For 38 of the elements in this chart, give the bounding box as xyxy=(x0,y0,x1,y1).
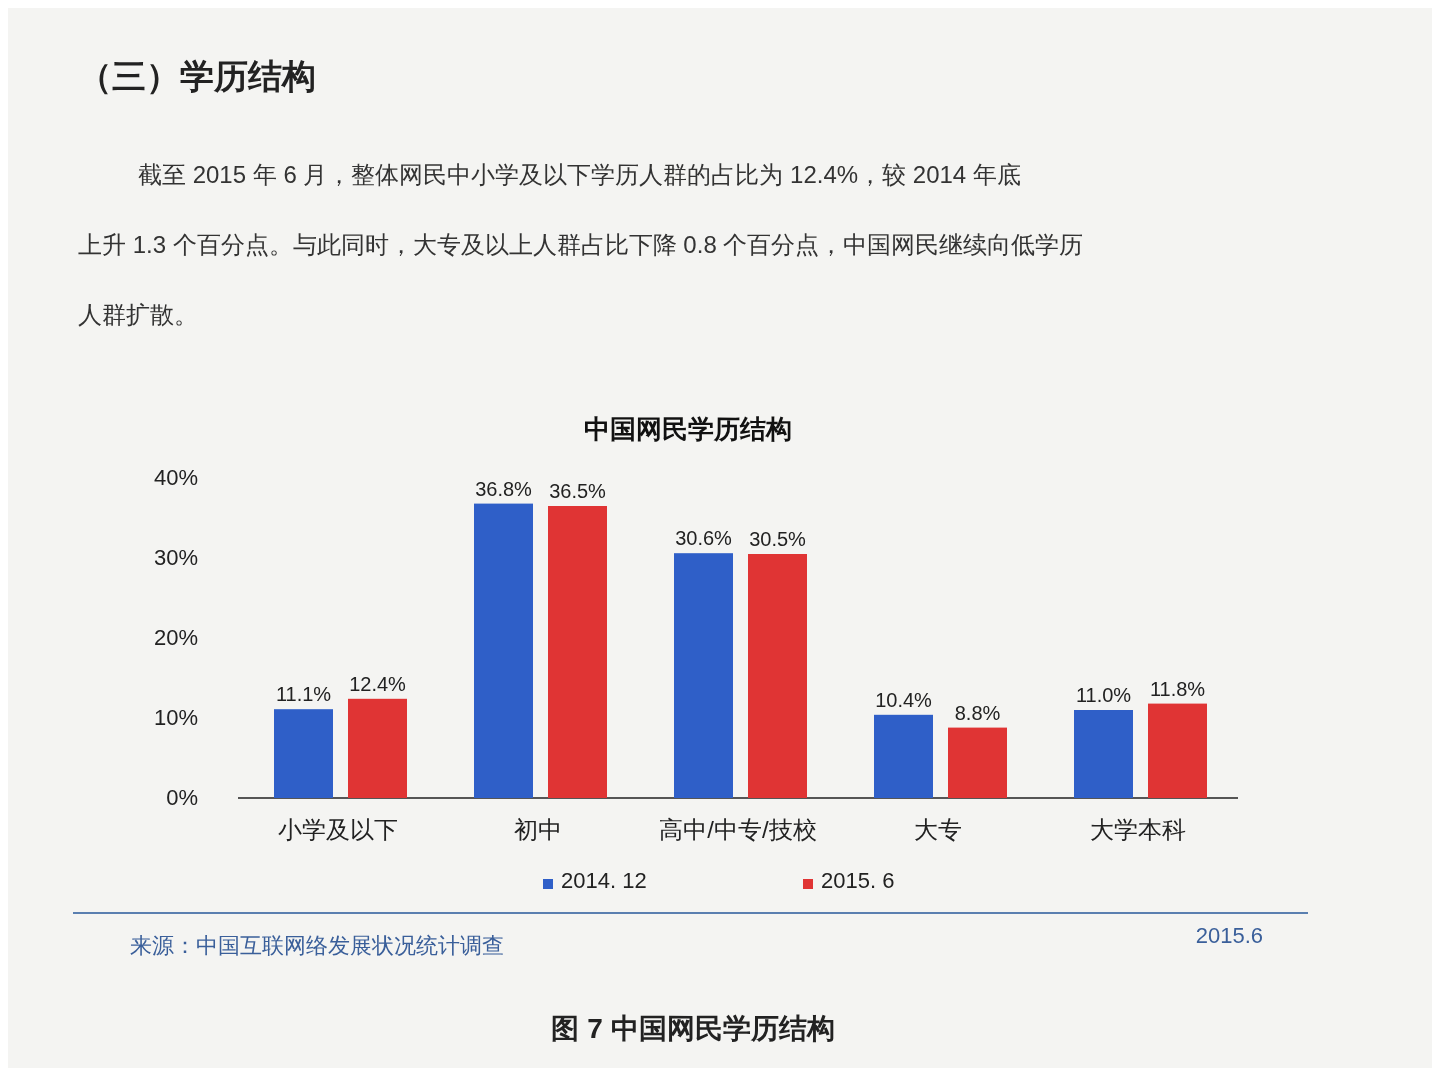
y-tick-label: 20% xyxy=(153,625,198,650)
x-tick-label: 大学本科 xyxy=(1090,816,1186,843)
bar xyxy=(548,506,607,798)
x-tick-label: 大专 xyxy=(914,816,962,843)
data-label: 11.0% xyxy=(1075,684,1132,706)
bar xyxy=(948,727,1007,798)
x-tick-label: 小学及以下 xyxy=(278,816,398,843)
bar xyxy=(474,503,533,798)
bar xyxy=(874,714,933,798)
bar xyxy=(748,554,807,798)
source-note: 来源：中国互联网络发展状况统计调查 xyxy=(130,933,504,958)
bar xyxy=(274,709,333,798)
bar xyxy=(674,553,733,798)
data-label: 11.1% xyxy=(275,683,332,706)
data-label: 10.4% xyxy=(875,688,933,711)
x-tick-label: 高中/中专/技校 xyxy=(659,816,817,843)
data-label: 36.8% xyxy=(475,477,533,500)
legend-label: 2015. 6 xyxy=(821,868,895,893)
y-tick-label: 10% xyxy=(153,705,198,730)
y-tick-label: 0% xyxy=(166,785,198,810)
text: 截至 2015 年 6 月，整体网民中小学及以下学历人群的占比为 12.4%，较 2014 年底上升 1.3 个百分点。与此同时，大专及以上人群占比下降 0.8 个百分点，中国网民继续向低学历人群扩散。 xyxy=(78,161,1084,328)
caption: 图 7 中国网民学历结构 xyxy=(551,1013,835,1044)
bar xyxy=(348,698,407,798)
bar xyxy=(1148,703,1207,798)
data-label: 12.4% xyxy=(349,672,407,695)
data-label: 30.5% xyxy=(749,528,807,550)
text: 2015.6 xyxy=(1195,923,1263,948)
y-tick-label: 40% xyxy=(153,465,198,490)
chart-title: 中国网民学历结构 xyxy=(584,414,792,444)
text: （三）学历结构 xyxy=(78,57,316,95)
y-tick-label: 30% xyxy=(153,545,198,570)
data-label: 8.8% xyxy=(954,701,1001,724)
data-label: 30.6% xyxy=(675,527,733,550)
x-tick-label: 初中 xyxy=(514,816,562,843)
data-label: 11.8% xyxy=(1149,677,1206,700)
data-label: 36.5% xyxy=(549,480,607,502)
bar xyxy=(1074,710,1133,798)
legend-label: 2014. 12 xyxy=(561,868,647,893)
